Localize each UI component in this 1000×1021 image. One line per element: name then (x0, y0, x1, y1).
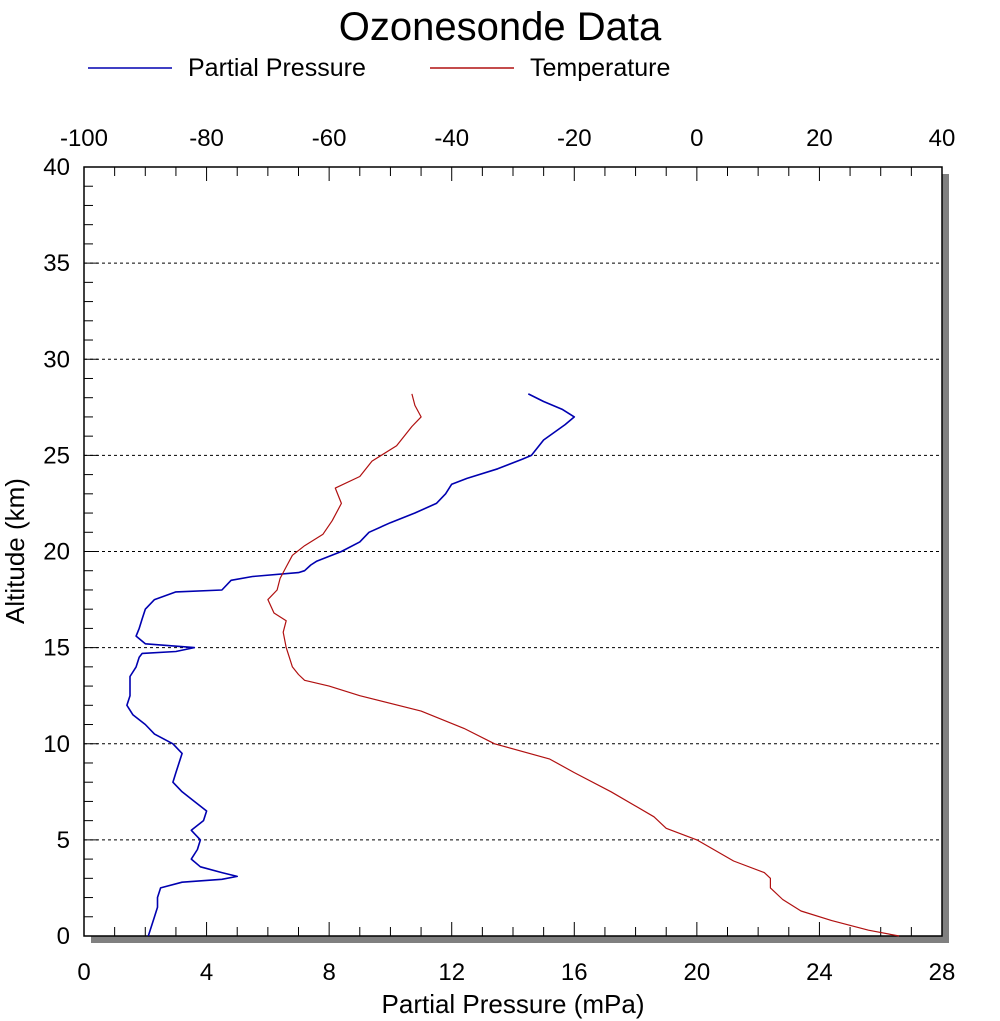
y-tick-label: 10 (43, 731, 70, 758)
x-top-tick-label: 40 (929, 125, 956, 152)
x-top-tick-label: -40 (434, 125, 469, 152)
x-bottom-tick-label: 28 (929, 959, 956, 986)
y-tick-label: 15 (43, 635, 70, 662)
y-tick-label: 25 (43, 442, 70, 469)
x-bottom-tick-label: 8 (322, 959, 335, 986)
tick-labels: 0 5 10 15 20 25 30 35 40 0 4 8 12 16 20 24 28 -100 -80 -60 -… (43, 125, 955, 986)
x-top-tick-label: -100 (60, 125, 108, 152)
y-tick-label: 40 (43, 154, 70, 181)
x-bottom-tick-label: 20 (684, 959, 711, 986)
x-top-tick-label: -80 (189, 125, 224, 152)
grid (84, 262, 942, 841)
series-line-temperature (267, 393, 900, 937)
x-top-tick-label: 20 (806, 125, 833, 152)
y-axis-label: Altitude (km) (0, 478, 30, 624)
legend-label-partial-pressure: Partial Pressure (188, 54, 366, 82)
y-tick-label: 5 (57, 827, 70, 854)
x-top-tick-label: -60 (312, 125, 347, 152)
y-tick-label: 20 (43, 539, 70, 566)
y-tick-label: 35 (43, 250, 70, 277)
series-line-partial-pressure (126, 393, 576, 937)
chart-title: Ozonesonde Data (339, 5, 662, 49)
x-bottom-tick-label: 16 (561, 959, 588, 986)
axis-ticks (83, 166, 943, 937)
series-lines (126, 393, 900, 937)
legend: Partial Pressure Temperature (88, 54, 670, 82)
x-bottom-tick-label: 0 (77, 959, 90, 986)
x-bottom-tick-label: 24 (806, 959, 833, 986)
x-bottom-tick-label: 12 (438, 959, 465, 986)
y-tick-label: 0 (57, 923, 70, 950)
legend-label-temperature: Temperature (530, 54, 670, 82)
x-axis-label: Partial Pressure (mPa) (382, 989, 645, 1019)
x-bottom-tick-label: 4 (200, 959, 213, 986)
x-top-tick-label: -20 (557, 125, 592, 152)
plot-shadow-bottom (91, 936, 949, 943)
plot-shadow-right (942, 174, 949, 943)
x-top-tick-label: 0 (690, 125, 703, 152)
y-tick-label: 30 (43, 346, 70, 373)
